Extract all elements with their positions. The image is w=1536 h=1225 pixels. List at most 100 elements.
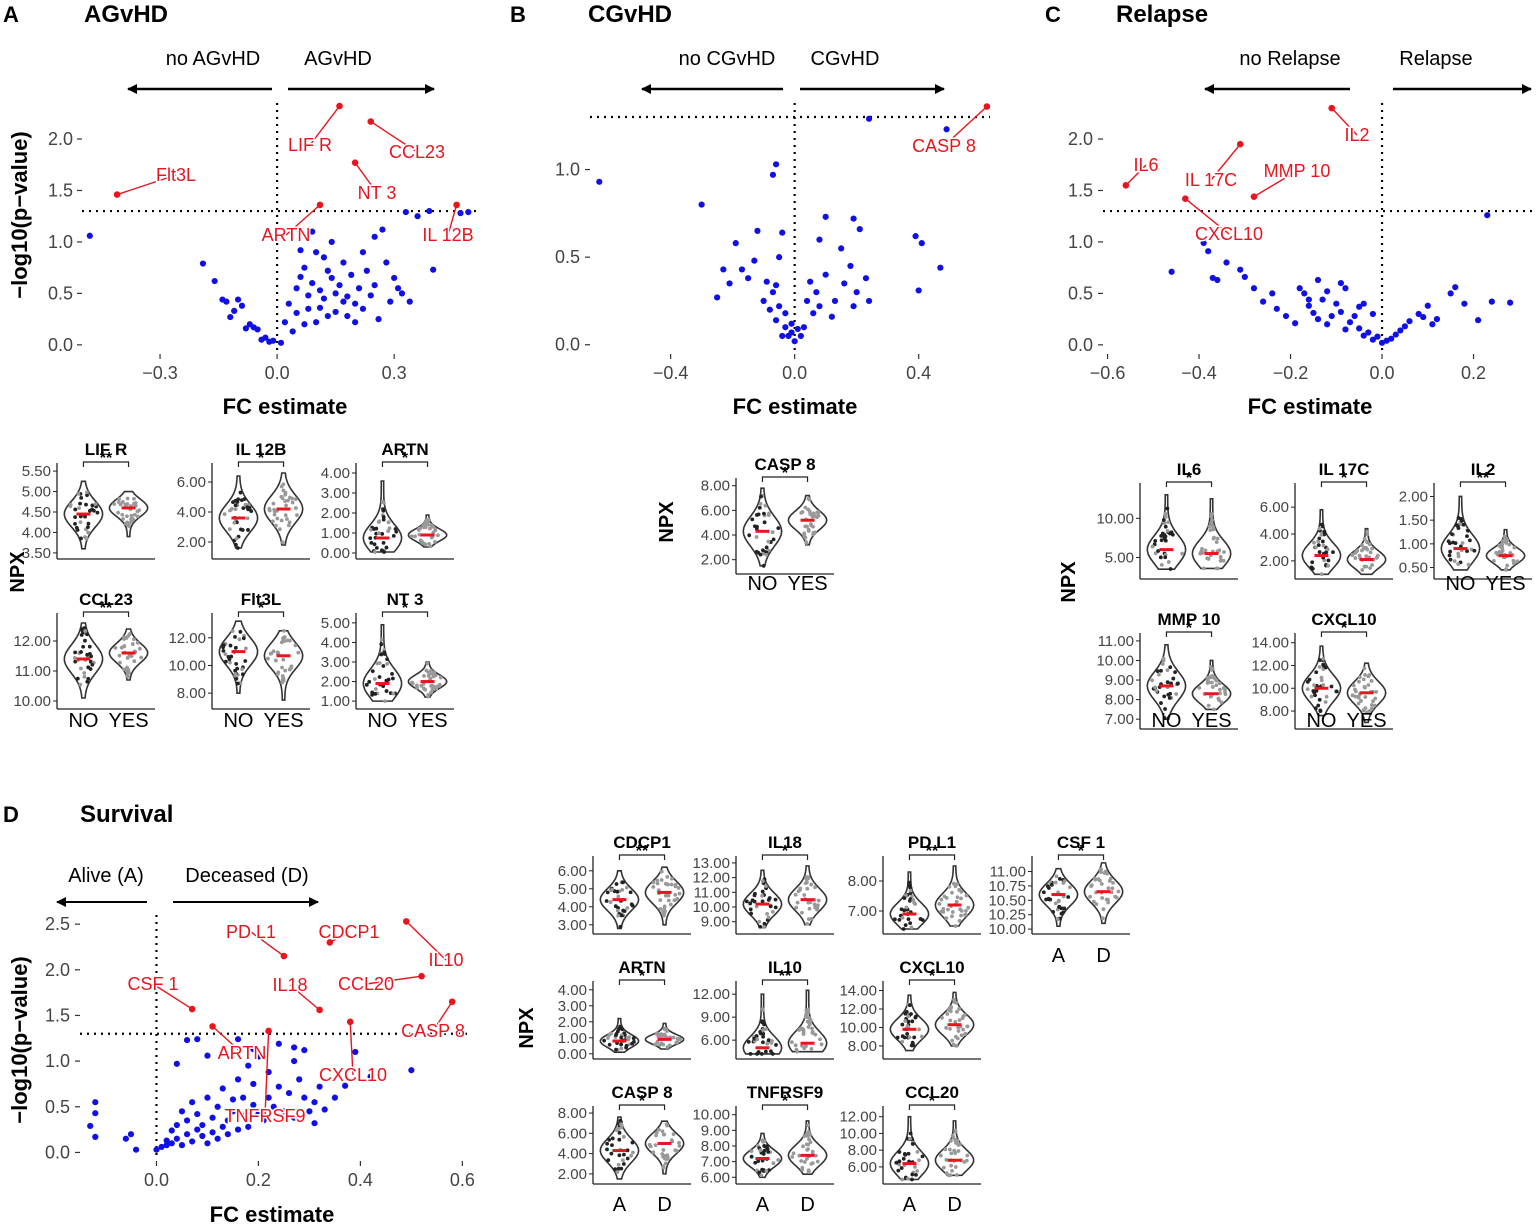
violin-dot	[668, 902, 673, 907]
violin-dot	[373, 687, 378, 691]
panel-title-agvhd: AGvHD	[84, 1, 168, 28]
violin-group-label-no: NO	[223, 710, 253, 732]
violin-dot	[1098, 868, 1103, 873]
violin-group-label-a: A	[903, 1194, 917, 1216]
violin-dot	[266, 656, 270, 661]
violin-dot	[1369, 703, 1374, 707]
label-connector	[289, 984, 321, 1011]
y-tick-label: 1.0	[555, 160, 580, 180]
violin-dot	[899, 1166, 904, 1170]
violin-dot	[283, 513, 288, 518]
violin-dot	[661, 1164, 666, 1169]
violin-dot	[1317, 526, 1322, 531]
y-tick-label: 1.0	[1068, 232, 1093, 252]
violin-dot	[948, 1018, 953, 1023]
violin-dot	[390, 671, 394, 676]
violin-dot	[1169, 681, 1173, 686]
highlighted-label-csf-1: CSF 1	[127, 974, 178, 994]
violin-dot	[79, 666, 83, 671]
violin-dot	[756, 512, 761, 517]
violin-dot	[753, 1160, 758, 1165]
violin-dot	[1099, 881, 1104, 886]
violin-dot	[948, 1173, 953, 1178]
violin-dot	[1448, 557, 1453, 562]
x-tick-label: 0.0	[782, 363, 807, 383]
data-point	[265, 1094, 272, 1101]
violin-dot	[1093, 877, 1098, 882]
data-point	[227, 313, 234, 321]
violin-y-tick-label: 8.00	[701, 1138, 730, 1155]
violin-dot	[761, 563, 766, 568]
highlighted-point-ccl23	[367, 118, 375, 125]
violin-dot	[1161, 518, 1166, 522]
violin-dot	[763, 503, 768, 508]
violin-dot	[802, 1160, 807, 1164]
y-tick-label: 2.5	[45, 914, 70, 934]
violin-dot	[1369, 679, 1374, 683]
data-point	[296, 1076, 303, 1083]
violin-dot	[1199, 549, 1204, 554]
violin-shape-no	[889, 994, 930, 1052]
violin-dot	[806, 1123, 810, 1128]
violin-title: IL 17C	[1319, 460, 1370, 479]
violin-dot	[805, 1148, 810, 1152]
violin-c-npx-label: NPX	[1058, 561, 1080, 603]
violin-dot	[1209, 523, 1214, 527]
violin-dot	[763, 1049, 768, 1054]
violin-dot	[246, 507, 251, 512]
violin-y-tick-label: 2.00	[321, 505, 350, 522]
significance-bracket	[381, 611, 429, 617]
violin-dot	[606, 1158, 611, 1163]
violin-dot	[1168, 665, 1173, 670]
violin-dot	[280, 674, 285, 678]
violin-dot	[673, 892, 678, 897]
violin-dot	[761, 1028, 765, 1033]
highlighted-label-tnfrsf9: TNFRSF9	[225, 1106, 306, 1126]
violin-dot	[87, 644, 92, 649]
violin-b-npx-label: NPX	[656, 501, 678, 543]
violin-dot	[1162, 694, 1167, 699]
violin-y-tick-label: 8.00	[848, 873, 877, 890]
data-point	[408, 1067, 415, 1074]
data-point	[355, 285, 363, 292]
data-point	[168, 1127, 175, 1134]
data-point	[937, 264, 944, 271]
significance-stars: **	[100, 450, 113, 467]
violin-shape-no	[1440, 495, 1481, 571]
violin-dot	[620, 880, 625, 885]
violin-dot	[123, 502, 128, 507]
violin-dot	[91, 508, 96, 513]
violin-dot	[805, 524, 809, 529]
data-point	[209, 1129, 216, 1136]
data-point	[398, 290, 406, 297]
violin-dot	[964, 908, 968, 913]
violin-dot	[130, 642, 135, 646]
violin-dot	[1163, 524, 1168, 529]
violin-dot	[630, 1140, 635, 1145]
violin-y-tick-label: 10.00	[1251, 680, 1289, 697]
violin-dot	[1041, 890, 1046, 895]
y-tick-label: 1.5	[45, 1005, 70, 1025]
violin-dot	[816, 898, 821, 903]
data-point	[766, 306, 773, 313]
violin-dot	[233, 542, 238, 547]
violin-dot	[1116, 889, 1121, 894]
violin-dot	[621, 908, 626, 913]
violin-dot	[121, 517, 125, 521]
data-point	[1433, 316, 1441, 323]
data-point	[173, 1060, 180, 1067]
violin-dot	[770, 909, 775, 914]
violin-dot	[1362, 536, 1367, 541]
data-point	[229, 1096, 237, 1103]
violin-group-label-a: A	[1052, 945, 1066, 967]
violin-dot	[132, 659, 137, 664]
data-point	[332, 308, 339, 316]
violin-dot	[1165, 529, 1170, 533]
violin-dot	[293, 643, 298, 648]
volcano-plot-relapse: 0.0 0.5 1.0 1.5 2.0 −0.6 −0.4 −0.2 0.0 0.2 IL2 IL 1…	[1068, 103, 1533, 383]
violin-group-label-no: NO	[68, 710, 98, 732]
data-point	[293, 309, 300, 317]
violin-dot	[667, 1043, 672, 1048]
violin-dot	[765, 1147, 770, 1151]
violin-shape-no	[1301, 645, 1342, 717]
